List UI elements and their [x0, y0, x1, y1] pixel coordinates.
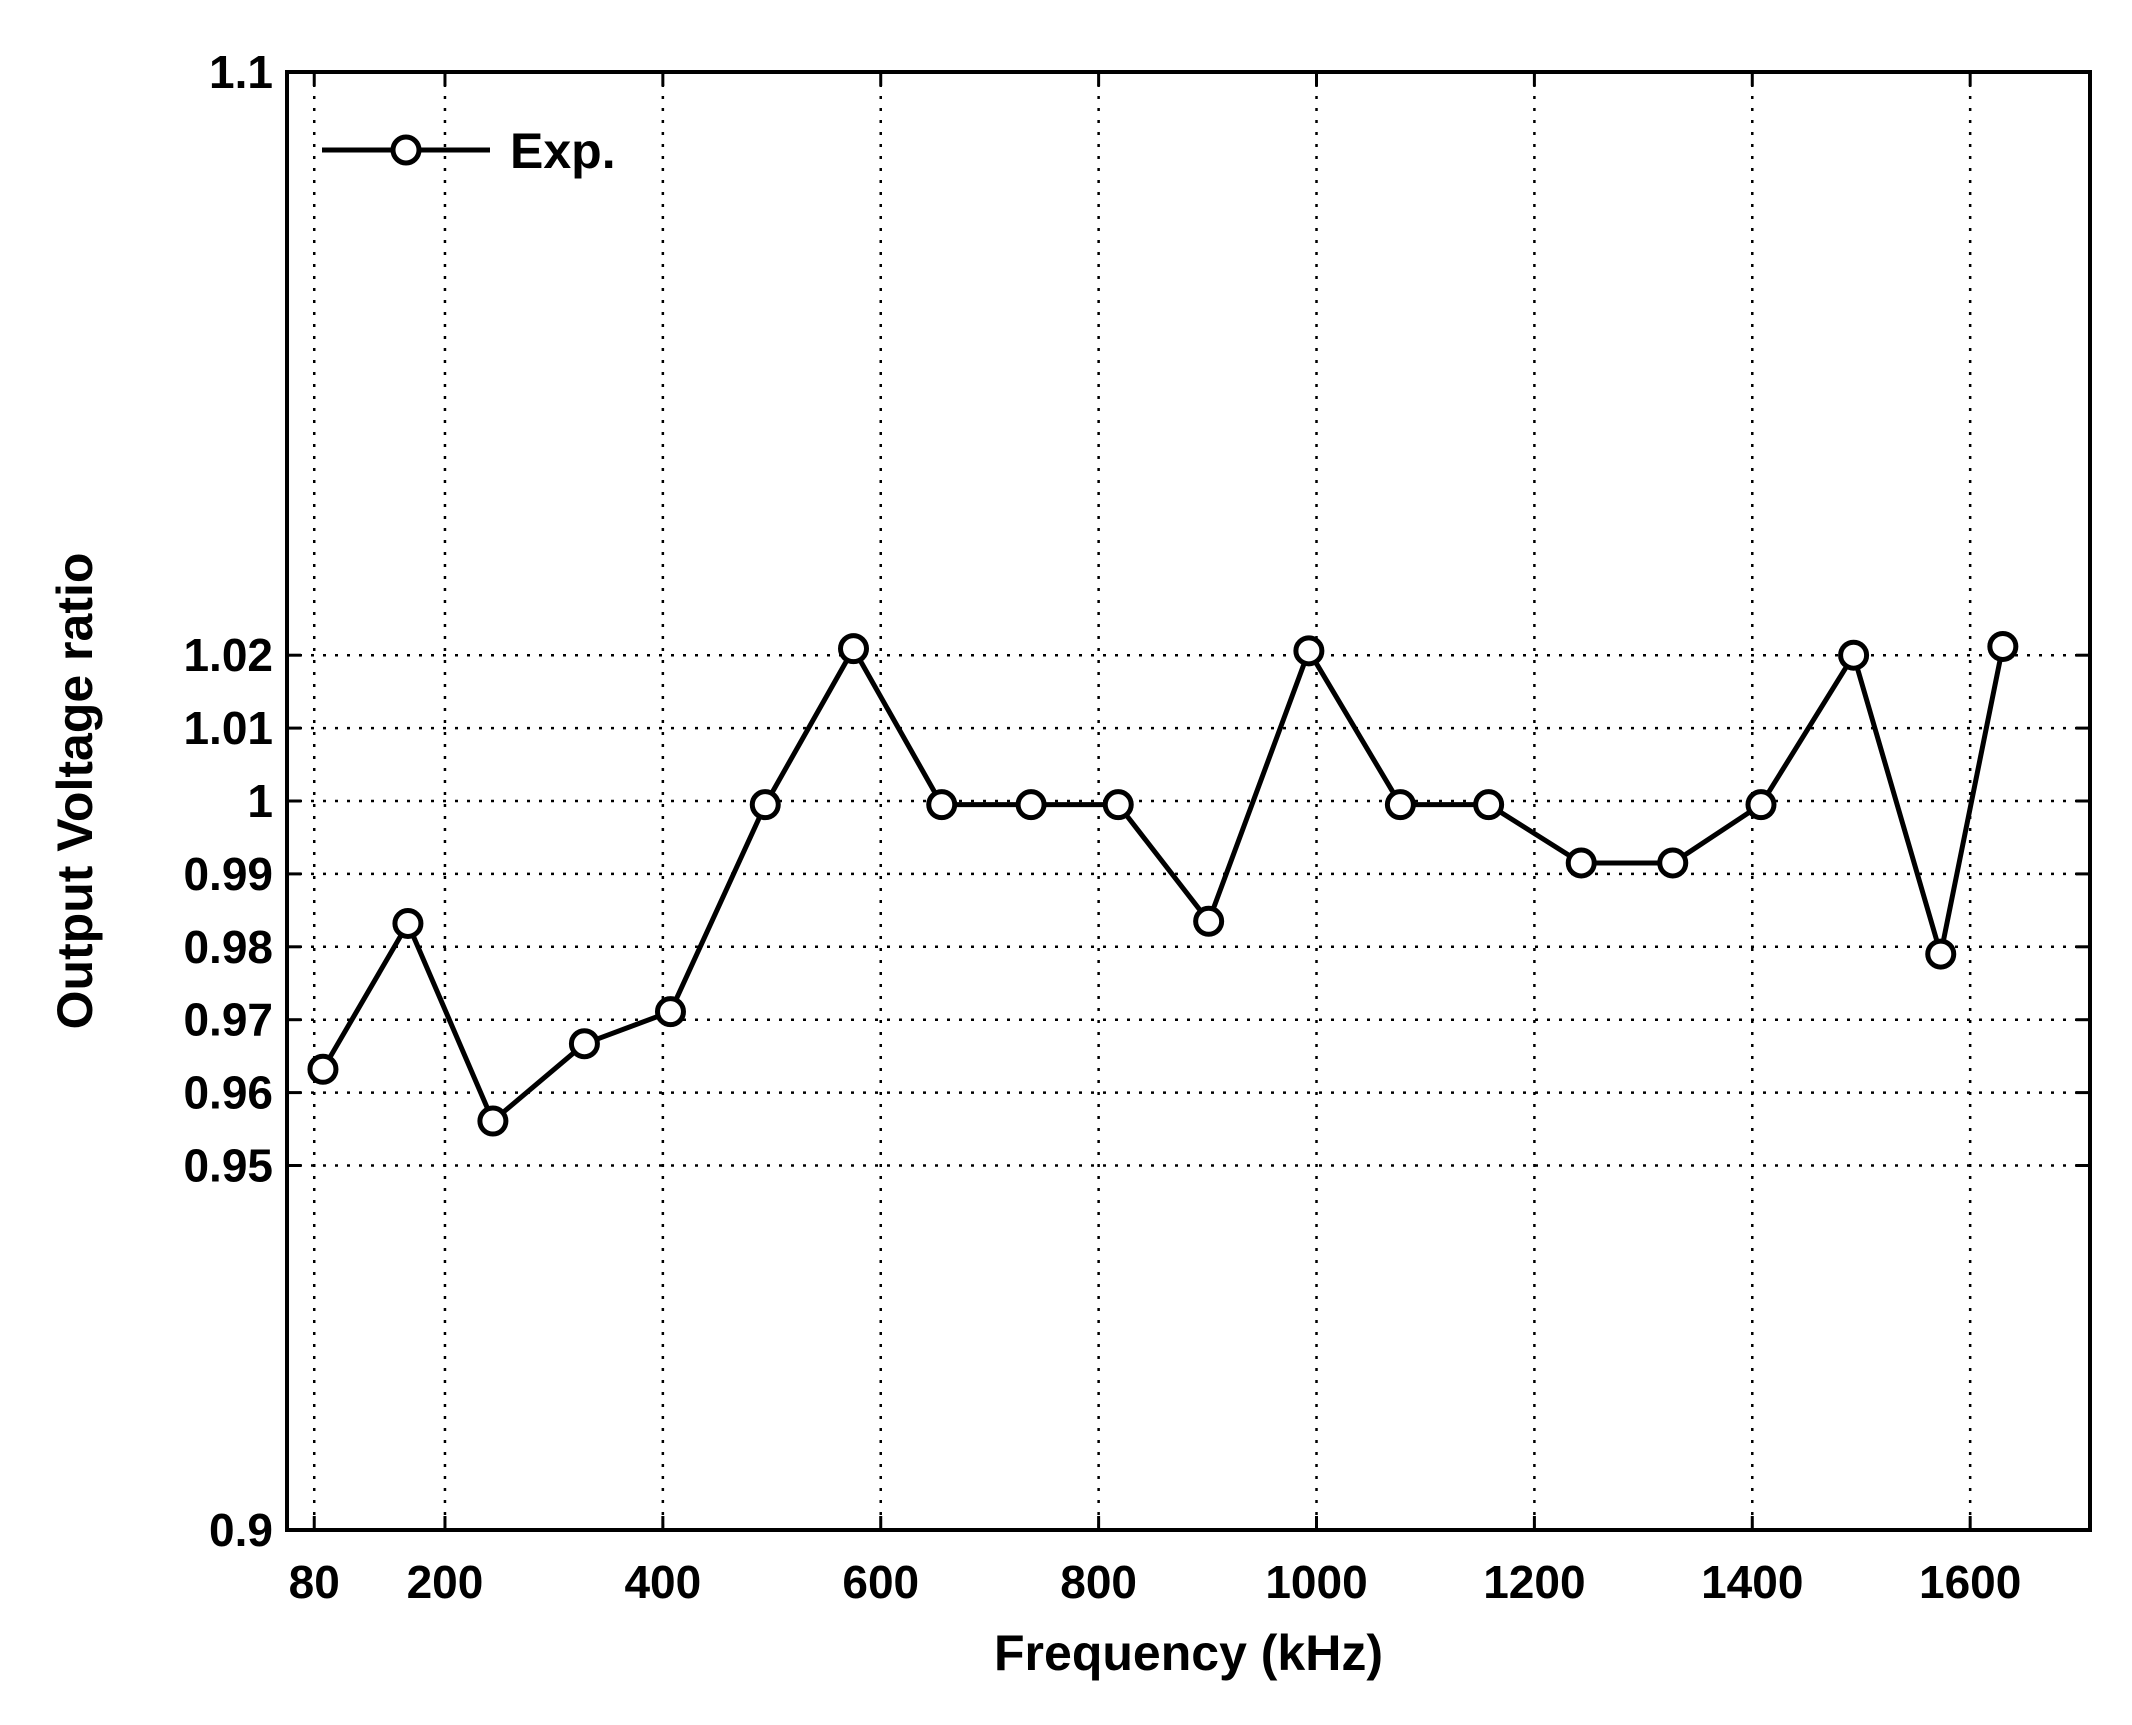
data-point — [654, 996, 686, 1028]
series-layer — [307, 630, 2019, 1137]
y-tick-label: 1 — [247, 775, 273, 827]
x-tick-label: 1400 — [1701, 1556, 1803, 1608]
y-tick-label: 0.96 — [183, 1067, 273, 1119]
data-point — [568, 1028, 600, 1060]
data-point — [1745, 789, 1777, 821]
data-point — [392, 907, 424, 939]
legend-marker — [390, 134, 422, 166]
data-point — [1015, 789, 1047, 821]
data-point — [926, 789, 958, 821]
y-tick-label: 1.02 — [183, 629, 273, 681]
data-point — [838, 633, 870, 665]
x-tick-label: 1600 — [1919, 1556, 2021, 1608]
x-tick-label: 600 — [842, 1556, 919, 1608]
data-point — [477, 1105, 509, 1137]
data-point — [1102, 789, 1134, 821]
grid-lines — [287, 70, 2090, 1532]
data-point — [1293, 635, 1325, 667]
data-point — [1987, 630, 2019, 662]
data-point — [1565, 847, 1597, 879]
y-tick-label: 0.97 — [183, 994, 273, 1046]
data-point — [1925, 938, 1957, 970]
data-point — [307, 1053, 339, 1085]
x-tick-label: 800 — [1060, 1556, 1137, 1608]
x-tick-label: 1000 — [1265, 1556, 1367, 1608]
y-tick-label: 0.9 — [209, 1504, 273, 1556]
x-axis-label: Frequency (kHz) — [994, 1625, 1383, 1681]
data-point — [1473, 789, 1505, 821]
data-point — [1838, 639, 1870, 671]
y-tick-label: 1.01 — [183, 702, 273, 754]
data-point — [749, 789, 781, 821]
y-axis-label: Output Voltage ratio — [47, 553, 103, 1030]
legend: Exp. — [322, 123, 616, 179]
x-tick-label: 400 — [624, 1556, 701, 1608]
axis-ticks: 80 200 400 600 800 1000 1200 1400 1600 0.9 0.95 0.9… — [183, 46, 2090, 1608]
y-tick-label: 0.99 — [183, 848, 273, 900]
data-point — [1193, 905, 1225, 937]
legend-entry-exp: Exp. — [510, 123, 616, 179]
data-point — [1657, 847, 1689, 879]
x-tick-label: 200 — [407, 1556, 484, 1608]
y-tick-label: 1.1 — [209, 46, 273, 98]
y-tick-label: 0.95 — [183, 1140, 273, 1192]
x-tick-label: 80 — [289, 1556, 340, 1608]
x-tick-label: 1200 — [1483, 1556, 1585, 1608]
y-tick-label: 0.98 — [183, 921, 273, 973]
data-point — [1384, 789, 1416, 821]
